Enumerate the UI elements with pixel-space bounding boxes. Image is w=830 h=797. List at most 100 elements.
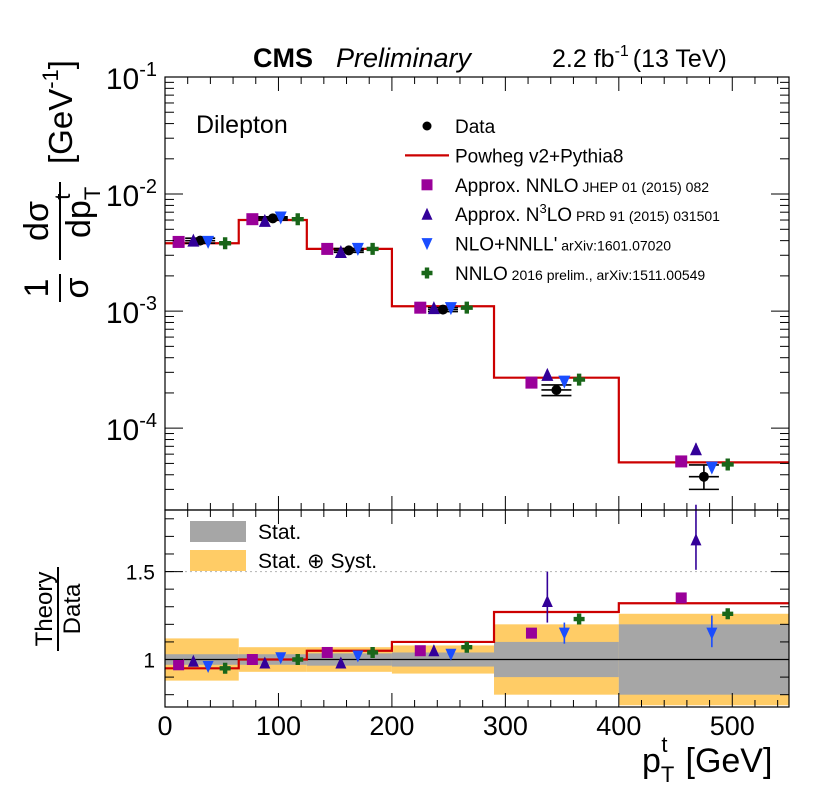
- legend-approx_n3lo-marker: [421, 207, 433, 220]
- luminosity-value: 2.2 fb: [552, 45, 615, 73]
- x-axis-label: pTt [GeV]: [642, 732, 772, 787]
- ratio-nlo-nnll--point: [706, 627, 718, 640]
- ratio-frame: [164, 509, 790, 708]
- ratio-approx-n3lo-point: [335, 656, 347, 669]
- ratio-approx-n3lo-point: [690, 533, 702, 546]
- ratio-approx-n3lo-point: [428, 644, 440, 657]
- ratio-nnlo-point: [292, 654, 304, 666]
- ratio-legend-stat_band-label: Stat.: [258, 521, 301, 544]
- ratio-y-label-top: Theory: [31, 572, 58, 647]
- powheg-histogram-ratio: [165, 602, 789, 670]
- ratio-y-tick-label: 1.5: [126, 562, 155, 585]
- legend-nlo_nnll-label: NLO+NNLL' arXiv:1601.07020: [455, 235, 671, 256]
- legend-nnlo-text: NNLO: [455, 264, 508, 285]
- luminosity-energy: (13 TeV): [633, 45, 727, 73]
- main-nlo-nnll--point: [558, 375, 571, 389]
- main-nnlo-point: [219, 237, 232, 250]
- preliminary-label: Preliminary: [336, 43, 473, 73]
- ratio-legend-syst_band-label: Stat. ⊕ Syst.: [258, 550, 377, 573]
- main-data-point: [343, 245, 354, 256]
- legend-nlo_nnll-note: arXiv:1601.07020: [557, 238, 671, 254]
- main-approx-n3lo-point: [427, 301, 440, 315]
- y-label-dsigma: dσ: [18, 201, 56, 241]
- legend-approx_n3lo-label: Approx. N3LO PRD 91 (2015) 031501: [455, 201, 720, 226]
- main-nlo-nnll--point: [202, 235, 215, 249]
- ratio-approx-nnlo-point: [675, 592, 687, 604]
- cms-label: CMS: [253, 43, 313, 73]
- main-approx-n3lo-point: [258, 213, 271, 227]
- channel-label: Dilepton: [196, 111, 288, 139]
- main-approx-n3lo-point: [334, 244, 347, 258]
- main-axes: 10-110-210-310-4: [106, 59, 789, 511]
- main-data-point: [437, 304, 448, 315]
- legend-powheg-label: Powheg v2+Pythia8: [455, 146, 623, 167]
- legend-nnlo-label: NNLO 2016 prelim., arXiv:1511.00549: [455, 264, 705, 285]
- legend-nlo_nnll-text: NLO+NNLL': [455, 235, 557, 256]
- main-y-tick-label: 10-1: [106, 59, 157, 96]
- legend-approx_nnlo-label: Approx. NNLO JHEP 01 (2015) 082: [455, 176, 709, 197]
- main-y-tick-base: 10: [106, 63, 139, 96]
- main-approx-nnlo-point: [172, 235, 185, 248]
- ratio-panel: 11.50 100 200 300 400 500 Stat.Stat. ⊕ Syst. …: [31, 504, 790, 787]
- main-y-tick-exponent: -2: [139, 176, 157, 198]
- ratio-legend-syst_band-swatch: [190, 550, 246, 571]
- main-plot-area: [165, 211, 789, 491]
- ratio-y-axis-label: Theory Data: [31, 567, 86, 651]
- legend-nnlo-note: 2016 prelim., arXiv:1511.00549: [508, 267, 706, 283]
- ratio-nlo-nnll--point: [352, 650, 364, 663]
- legend-approx_n3lo-sup: 3: [539, 201, 546, 216]
- ratio-x-tick-label: 100: [256, 711, 301, 741]
- ratio-y-tick-label: 1: [143, 650, 155, 673]
- main-nlo-nnll--point: [274, 211, 287, 225]
- ratio-nnlo-point: [367, 646, 379, 658]
- ratio-approx-n3lo-point: [541, 594, 553, 607]
- main-nlo-nnll--point: [705, 461, 718, 475]
- main-y-axis-label: 1 σ dσ dpTt [GeV-1]: [18, 60, 105, 302]
- main-approx-nnlo-point: [675, 455, 688, 468]
- ratio-approx-nnlo-point: [414, 645, 426, 657]
- main-y-tick-exponent: -4: [139, 410, 157, 432]
- ratio-axes: 1 1.5 0 100 200 300 400 500: [126, 510, 789, 741]
- y-label-unit: [GeV-1]: [38, 60, 79, 164]
- main-nnlo-point: [366, 242, 379, 255]
- ratio-nnlo-point: [573, 613, 585, 625]
- main-y-tick-label: 10-3: [106, 293, 157, 330]
- legend-approx_n3lo-text-after: LO: [547, 205, 572, 226]
- main-y-tick-label: 10-2: [106, 176, 157, 213]
- main-nnlo-point: [721, 458, 734, 471]
- main-nlo-nnll--point: [444, 302, 457, 316]
- ratio-nnlo-point: [219, 662, 231, 674]
- ratio-x-tick-label: 0: [157, 711, 172, 741]
- ratio-legend-stat_band-swatch: [190, 521, 246, 542]
- ratio-approx-nnlo-point: [321, 646, 333, 658]
- ratio-x-tick-label: 400: [596, 711, 641, 741]
- ratio-approx-nnlo-point: [173, 659, 185, 671]
- main-approx-nnlo-point: [321, 242, 334, 255]
- ratio-approx-nnlo-point: [246, 654, 258, 666]
- y-label-sigma: σ: [58, 277, 96, 298]
- ratio-x-tick-label: 300: [483, 711, 528, 741]
- main-nnlo-point: [460, 301, 473, 314]
- main-nnlo-point: [291, 213, 304, 226]
- ratio-nlo-nnll--point: [202, 661, 214, 674]
- main-y-tick-base: 10: [106, 297, 139, 330]
- main-y-tick-base: 10: [106, 180, 139, 213]
- main-data-point: [698, 471, 709, 482]
- legend-nnlo-marker: [421, 267, 433, 279]
- legend-data-label: Data: [455, 117, 496, 138]
- main-data-point: [551, 384, 562, 395]
- luminosity-label: 2.2 fb-1 (13 TeV): [552, 43, 727, 73]
- main-y-tick-label: 10-4: [106, 410, 157, 447]
- legend-data-marker: [422, 121, 432, 131]
- ratio-legend: Stat. Stat. ⊕ Syst.: [190, 521, 377, 573]
- main-y-tick-base: 10: [106, 414, 139, 447]
- luminosity-exponent: -1: [615, 43, 629, 60]
- ratio-y-label-bottom: Data: [59, 583, 86, 634]
- main-approx-nnlo-point: [414, 301, 427, 314]
- ratio-approx-n3lo-point: [259, 656, 271, 669]
- ratio-nnlo-point: [461, 641, 473, 653]
- ratio-approx-nnlo-point: [525, 627, 537, 639]
- ratio-approx-n3lo-point: [187, 654, 199, 667]
